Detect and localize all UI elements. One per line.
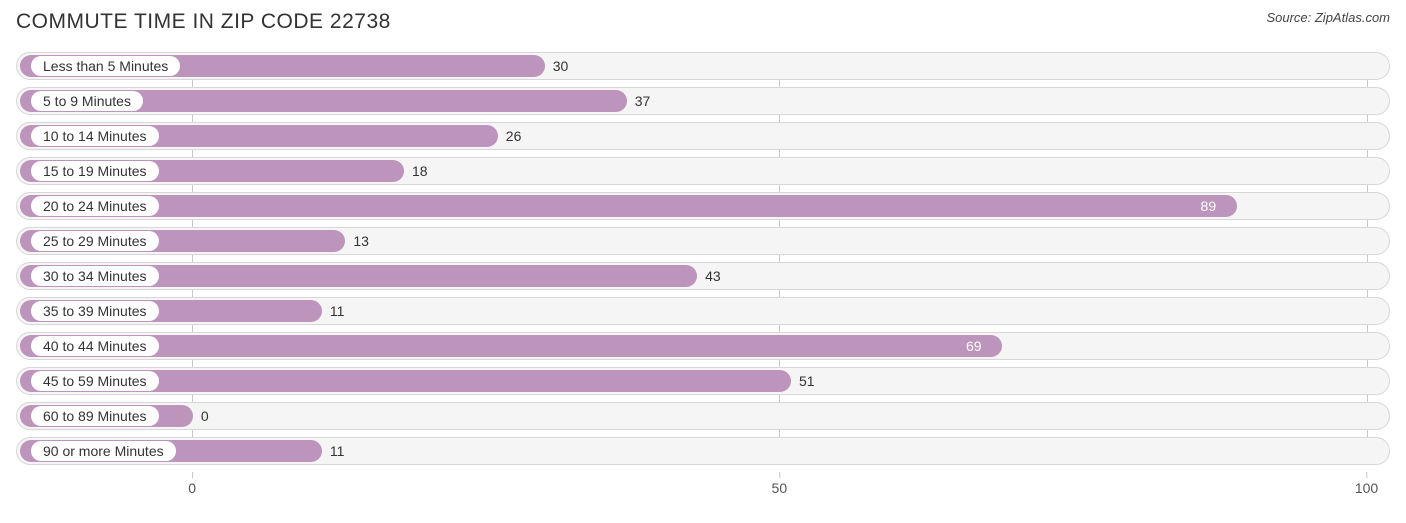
bar-value: 11 (330, 438, 345, 464)
commute-chart: COMMUTE TIME IN ZIP CODE 22738 Source: Z… (0, 0, 1406, 523)
tick-label: 100 (1355, 480, 1378, 496)
bar-row: 10 to 14 Minutes 26 (16, 122, 1390, 150)
bar-row: 15 to 19 Minutes 18 (16, 157, 1390, 185)
bar-row: 40 to 44 Minutes 69 (16, 332, 1390, 360)
bar-category-label: Less than 5 Minutes (31, 56, 180, 76)
bars-area: Less than 5 Minutes 30 5 to 9 Minutes 37 10 … (16, 52, 1390, 465)
bar-value: 51 (799, 368, 815, 394)
chart-source: Source: ZipAtlas.com (1266, 10, 1390, 25)
axis-tick: 100 (1355, 472, 1378, 496)
bar-value: 0 (201, 403, 209, 429)
tick-label: 0 (188, 480, 196, 496)
bar-category-label: 5 to 9 Minutes (31, 91, 143, 111)
bar-value: 43 (705, 263, 721, 289)
bar-row: 5 to 9 Minutes 37 (16, 87, 1390, 115)
bar-category-label: 45 to 59 Minutes (31, 371, 159, 391)
tick-mark (779, 472, 780, 478)
bar-value: 69 (966, 333, 982, 359)
bar-fill (20, 335, 1002, 357)
bar-category-label: 35 to 39 Minutes (31, 301, 159, 321)
x-axis: 0 50 100 (16, 472, 1390, 502)
bar-value: 13 (353, 228, 369, 254)
bar-row: Less than 5 Minutes 30 (16, 52, 1390, 80)
bar-category-label: 40 to 44 Minutes (31, 336, 159, 356)
tick-mark (1366, 472, 1367, 478)
chart-title: COMMUTE TIME IN ZIP CODE 22738 (16, 10, 391, 34)
chart-header: COMMUTE TIME IN ZIP CODE 22738 Source: Z… (16, 10, 1390, 34)
bar-row: 35 to 39 Minutes 11 (16, 297, 1390, 325)
bar-category-label: 25 to 29 Minutes (31, 231, 159, 251)
bar-row: 60 to 89 Minutes 0 (16, 402, 1390, 430)
bar-value: 11 (330, 298, 345, 324)
bar-row: 20 to 24 Minutes 89 (16, 192, 1390, 220)
bar-fill (20, 195, 1237, 217)
axis-tick: 50 (772, 472, 788, 496)
bar-row: 30 to 34 Minutes 43 (16, 262, 1390, 290)
bar-value: 89 (1201, 193, 1217, 219)
axis-tick: 0 (188, 472, 196, 496)
bar-category-label: 90 or more Minutes (31, 441, 176, 461)
bar-value: 18 (412, 158, 428, 184)
bar-row: 45 to 59 Minutes 51 (16, 367, 1390, 395)
bar-value: 37 (635, 88, 651, 114)
bar-category-label: 20 to 24 Minutes (31, 196, 159, 216)
bar-category-label: 10 to 14 Minutes (31, 126, 159, 146)
bar-value: 26 (506, 123, 522, 149)
tick-label: 50 (772, 480, 788, 496)
bar-category-label: 15 to 19 Minutes (31, 161, 159, 181)
bar-category-label: 30 to 34 Minutes (31, 266, 159, 286)
bar-category-label: 60 to 89 Minutes (31, 406, 159, 426)
bar-row: 25 to 29 Minutes 13 (16, 227, 1390, 255)
tick-mark (192, 472, 193, 478)
bar-value: 30 (553, 53, 569, 79)
bar-row: 90 or more Minutes 11 (16, 437, 1390, 465)
